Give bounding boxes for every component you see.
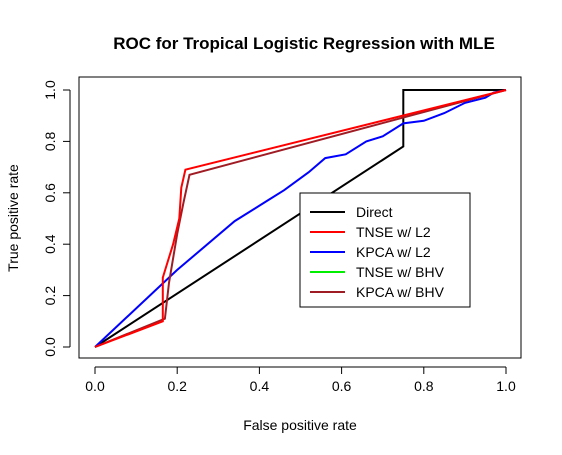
x-tick-label: 0.8: [414, 378, 434, 394]
y-tick-label: 0.2: [42, 286, 58, 306]
legend-label: KPCA w/ L2: [356, 244, 431, 260]
x-axis-label: False positive rate: [243, 417, 357, 433]
y-tick-label: 0.4: [42, 234, 58, 254]
y-axis-ticks: 0.0 0.2 0.4 0.6 0.8 1.0: [42, 80, 70, 357]
x-tick-label: 0.2: [167, 378, 187, 394]
x-tick-label: 0.0: [85, 378, 105, 394]
x-tick-label: 0.4: [250, 378, 270, 394]
y-tick-label: 0.6: [42, 183, 58, 203]
y-tick-label: 1.0: [42, 80, 58, 100]
chart-title: ROC for Tropical Logistic Regression wit…: [113, 34, 495, 53]
legend-label: TNSE w/ L2: [356, 224, 431, 240]
x-tick-label: 1.0: [496, 378, 516, 394]
legend-label: TNSE w/ BHV: [356, 264, 445, 280]
legend: Direct TNSE w/ L2 KPCA w/ L2 TNSE w/ BHV KPC…: [300, 193, 470, 307]
x-axis-ticks: 0.0 0.2 0.4 0.6 0.8 1.0: [85, 367, 516, 394]
y-tick-label: 0.0: [42, 337, 58, 357]
y-axis-label: True positive rate: [5, 164, 21, 272]
y-tick-label: 0.8: [42, 131, 58, 151]
legend-label: Direct: [356, 204, 393, 220]
x-tick-label: 0.6: [332, 378, 352, 394]
legend-label: KPCA w/ BHV: [356, 284, 445, 300]
